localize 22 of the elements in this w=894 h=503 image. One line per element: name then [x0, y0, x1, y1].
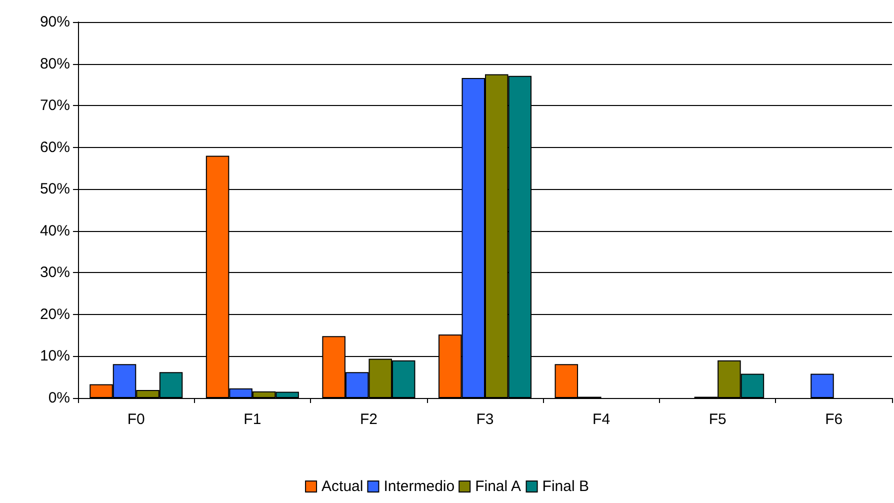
y-tick-label: 80%: [40, 55, 70, 72]
y-tick-label: 70%: [40, 97, 70, 114]
x-tick-label: F2: [360, 411, 378, 428]
x-tick-label: F3: [476, 411, 494, 428]
legend-label: Final A: [475, 478, 521, 495]
y-tick-label: 90%: [40, 14, 70, 30]
legend-label: Intermedio: [384, 478, 455, 495]
x-tick-label: F0: [127, 411, 145, 428]
x-tick-label: F4: [592, 411, 610, 428]
y-tick-label: 50%: [40, 180, 70, 198]
bar: [810, 374, 834, 398]
y-tick-label: 20%: [40, 306, 70, 323]
x-tick-label: F5: [708, 411, 726, 428]
legend-label: Actual: [322, 478, 364, 495]
x-tick-label: F6: [825, 411, 843, 428]
y-tick-label: 0%: [48, 390, 70, 406]
y-tick-label: 60%: [40, 138, 70, 156]
legend-label: Final B: [542, 478, 589, 495]
y-tick-label: 10%: [40, 348, 70, 365]
x-tick-label: F1: [244, 411, 262, 428]
y-tick-label: 40%: [40, 222, 70, 240]
y-tick-label: 30%: [40, 264, 70, 282]
